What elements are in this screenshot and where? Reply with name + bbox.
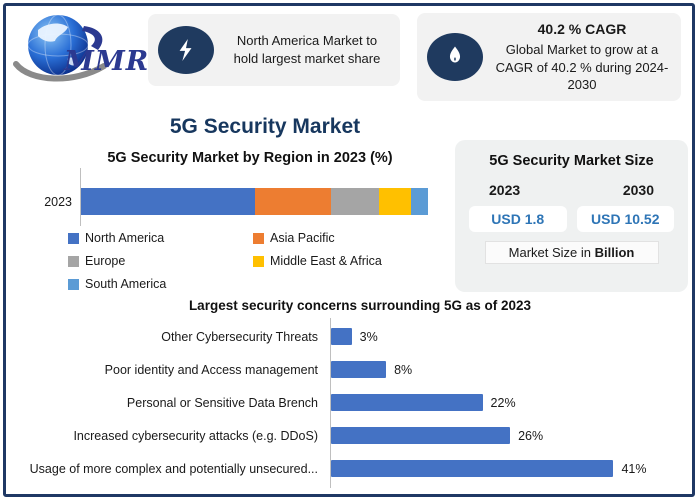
- region-segment: [254, 188, 331, 215]
- concern-category-label: Usage of more complex and potentially un…: [29, 461, 318, 476]
- callout-north-america: North America Market to hold largest mar…: [148, 14, 400, 86]
- concern-row: Personal or Sensitive Data Brench 22%: [12, 386, 688, 419]
- concern-category-label: Personal or Sensitive Data Brench: [126, 395, 318, 410]
- concern-bar-track: 3%: [331, 328, 641, 345]
- concerns-chart-title: Largest security concerns surrounding 5G…: [188, 298, 532, 313]
- concern-category-label: Poor identity and Access management: [104, 362, 318, 377]
- callout-cagr-body: 40.2 % CAGR Global Market to grow at a C…: [493, 20, 671, 94]
- globe-icon: [13, 14, 107, 82]
- concern-category-label: Other Cybersecurity Threats: [161, 329, 318, 344]
- lightning-icon: [158, 26, 214, 74]
- legend-label: North America: [85, 231, 165, 245]
- legend-item: South America: [68, 277, 253, 291]
- concern-bar: [331, 361, 387, 378]
- market-size-title: 5G Security Market Size: [489, 153, 654, 169]
- legend-swatch: [253, 255, 264, 267]
- cagr-text: Global Market to grow at a CAGR of 40.2 …: [495, 42, 669, 93]
- legend-item: North America: [68, 231, 253, 245]
- market-size-footnote: Market Size in Billion: [484, 240, 659, 264]
- footnote-unit: Billion: [594, 244, 635, 260]
- concern-bar: [331, 328, 352, 345]
- logo-text: MMR: [64, 46, 150, 77]
- cagr-headline: 40.2 % CAGR: [537, 21, 627, 38]
- legend-swatch: [253, 232, 264, 244]
- concern-bar-track: 8%: [331, 361, 641, 378]
- legend-item: Europe: [68, 254, 253, 268]
- concerns-chart-axis: [330, 318, 331, 488]
- market-size-value: USD 10.52: [576, 205, 674, 232]
- legend-swatch: [68, 255, 79, 267]
- concern-bar-track: 26%: [331, 427, 641, 444]
- concern-row: Poor identity and Access management 8%: [12, 353, 688, 386]
- concern-bar-track: 22%: [331, 394, 641, 411]
- region-legend: North America Asia Pacific Europe Middle Ea…: [68, 231, 458, 291]
- legend-label: Europe: [85, 254, 126, 268]
- concern-value-label: 8%: [394, 362, 413, 377]
- region-segment: [81, 188, 255, 215]
- concern-category-label: Increased cybersecurity attacks (e.g. DD…: [73, 428, 318, 443]
- concern-value-label: 3%: [359, 329, 378, 344]
- market-size-year-2023: 2023: [489, 181, 521, 198]
- market-size-year-2030: 2030: [622, 181, 654, 198]
- region-segment: [330, 188, 380, 215]
- concern-row: Increased cybersecurity attacks (e.g. DD…: [12, 419, 688, 452]
- region-chart-title: 5G Security Market by Region in 2023 (%): [107, 150, 393, 166]
- concern-bar-track: 41%: [331, 460, 646, 477]
- region-segment: [379, 188, 411, 215]
- market-size-panel: 5G Security Market Size 2023 2030 USD 1.…: [455, 140, 688, 292]
- concern-value-label: 41%: [621, 461, 647, 476]
- legend-label: Asia Pacific: [270, 231, 335, 245]
- concern-bar: [331, 427, 511, 444]
- callout-north-america-text: North America Market to hold largest mar…: [233, 33, 381, 66]
- legend-label: South America: [85, 277, 167, 291]
- concern-bar: [331, 460, 614, 477]
- concern-row: Other Cybersecurity Threats 3%: [12, 320, 688, 353]
- concern-value-label: 26%: [518, 428, 544, 443]
- region-segment: [410, 188, 428, 215]
- legend-item: Asia Pacific: [253, 231, 458, 245]
- concern-value-label: 22%: [490, 395, 516, 410]
- flame-icon: [427, 33, 483, 81]
- legend-swatch: [68, 232, 79, 244]
- region-chart-axis: [80, 168, 81, 226]
- legend-swatch: [68, 278, 79, 290]
- concerns-rows: Other Cybersecurity Threats 3% Poor identi…: [12, 320, 688, 485]
- legend-item: Middle East & Africa: [253, 254, 458, 268]
- concern-bar: [331, 394, 483, 411]
- concern-row: Usage of more complex and potentially un…: [12, 452, 688, 485]
- footnote-prefix: Market Size in: [508, 244, 595, 260]
- region-year-label: 2023: [44, 195, 72, 209]
- page-title: 5G Security Market: [169, 115, 361, 138]
- callout-cagr: 40.2 % CAGR Global Market to grow at a C…: [417, 13, 681, 101]
- market-size-value: USD 1.8: [469, 205, 567, 232]
- region-stacked-bar: [81, 188, 428, 215]
- legend-label: Middle East & Africa: [270, 254, 382, 268]
- mmr-logo: MMR: [12, 10, 148, 88]
